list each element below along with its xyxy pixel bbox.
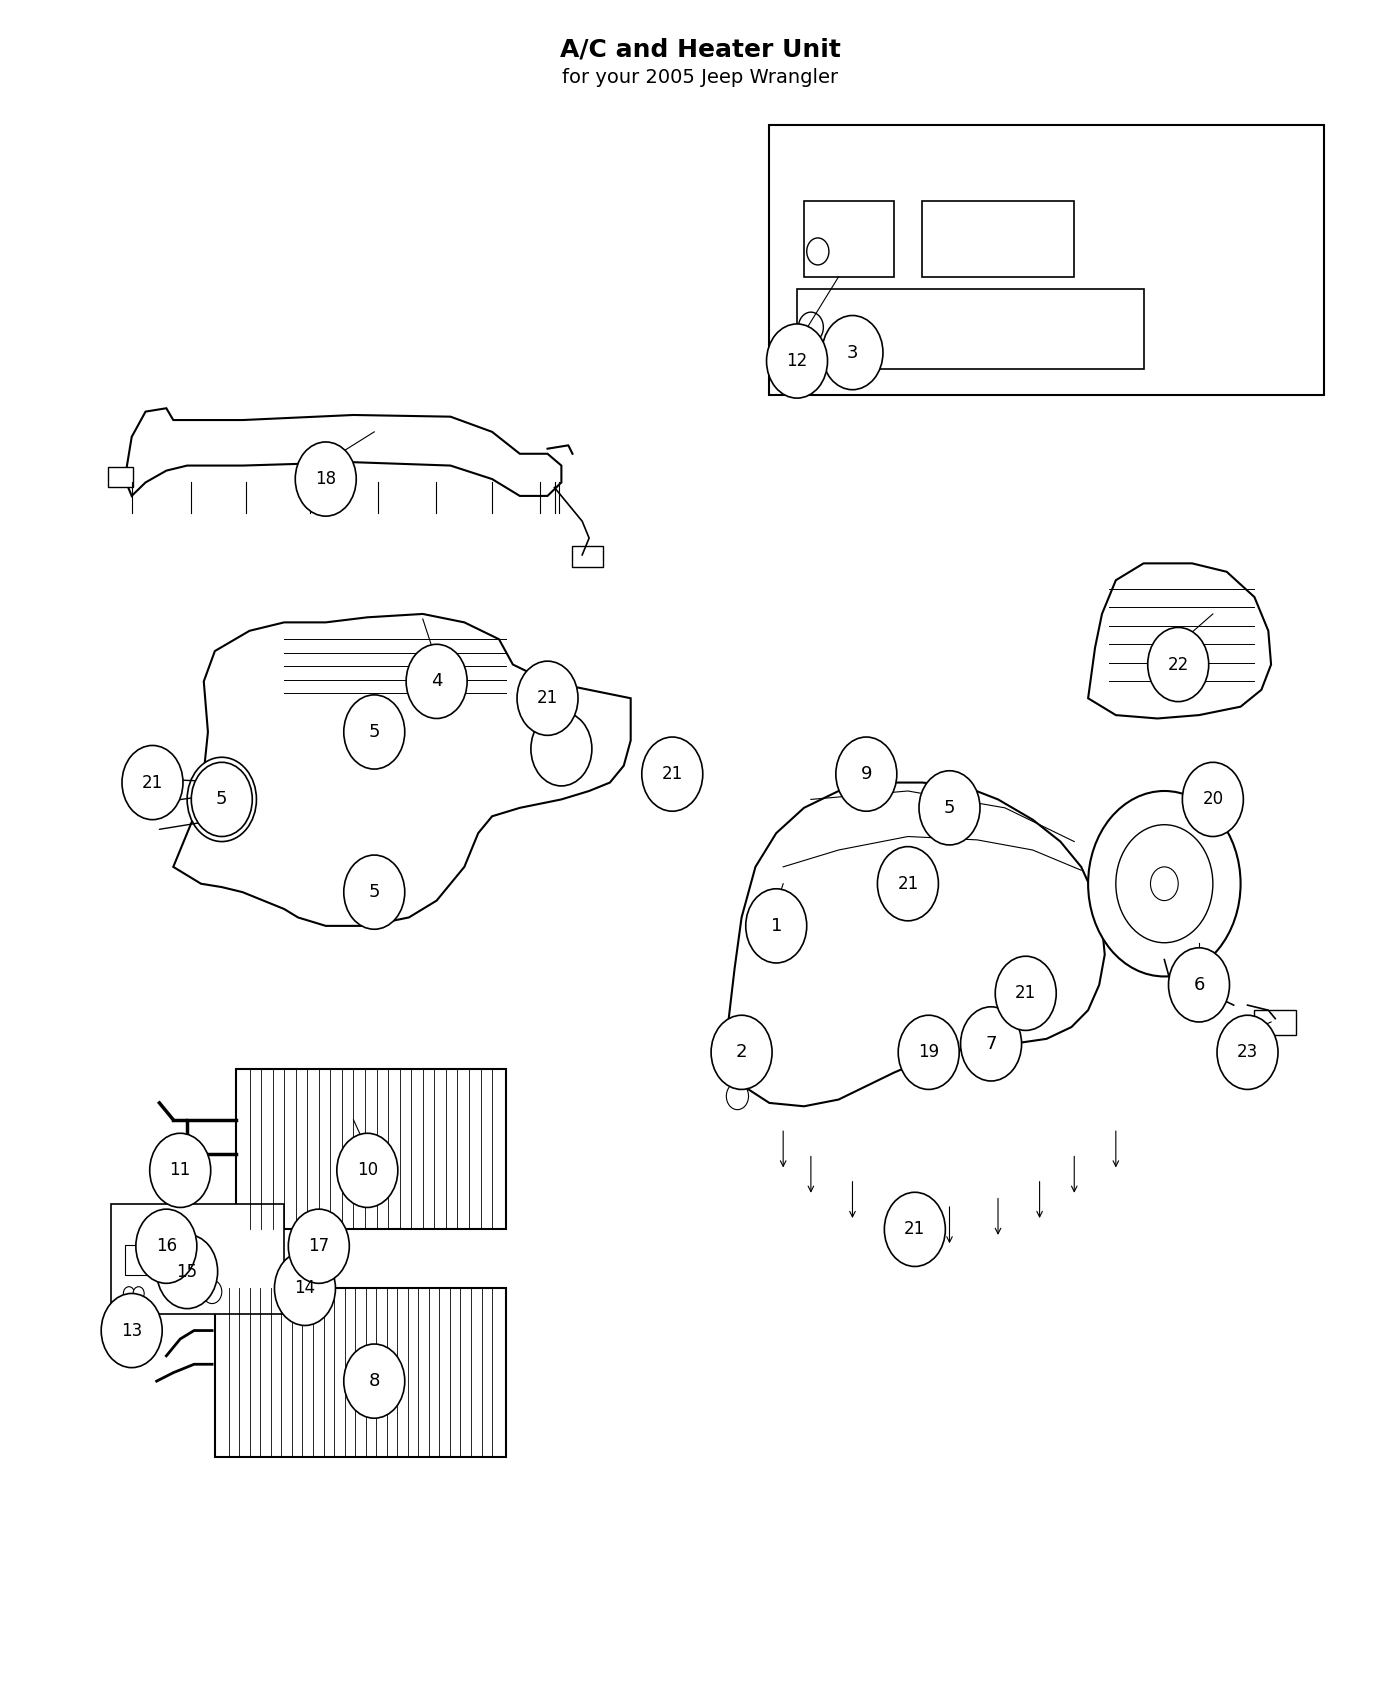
FancyBboxPatch shape (125, 1244, 155, 1275)
FancyBboxPatch shape (214, 1289, 505, 1457)
Circle shape (344, 855, 405, 930)
Circle shape (822, 316, 883, 389)
Text: 14: 14 (294, 1280, 315, 1297)
Text: 21: 21 (904, 1221, 925, 1238)
Text: 22: 22 (1168, 656, 1189, 673)
Circle shape (344, 695, 405, 768)
Text: 10: 10 (357, 1161, 378, 1180)
Circle shape (1088, 790, 1240, 976)
Text: 23: 23 (1236, 1044, 1259, 1061)
Circle shape (122, 746, 183, 819)
Circle shape (899, 1015, 959, 1090)
Text: 6: 6 (1193, 976, 1204, 994)
Text: 3: 3 (847, 343, 858, 362)
Text: for your 2005 Jeep Wrangler: for your 2005 Jeep Wrangler (561, 68, 839, 87)
Circle shape (206, 779, 238, 819)
Text: 21: 21 (538, 688, 559, 707)
Circle shape (853, 760, 881, 794)
Text: 1: 1 (770, 916, 783, 935)
FancyBboxPatch shape (797, 289, 1144, 369)
Text: 15: 15 (176, 1263, 197, 1280)
Text: 11: 11 (169, 1161, 190, 1180)
Circle shape (288, 1209, 350, 1284)
Circle shape (406, 644, 468, 719)
Text: 21: 21 (141, 774, 164, 792)
Circle shape (960, 1023, 994, 1064)
Circle shape (1148, 627, 1208, 702)
Circle shape (344, 1345, 405, 1418)
Circle shape (133, 1287, 144, 1300)
Circle shape (711, 1015, 771, 1090)
Text: 4: 4 (431, 673, 442, 690)
FancyBboxPatch shape (906, 1040, 932, 1061)
FancyBboxPatch shape (770, 126, 1324, 394)
Text: 21: 21 (1015, 984, 1036, 1003)
Circle shape (727, 1083, 749, 1110)
Circle shape (767, 325, 827, 398)
Circle shape (885, 1192, 945, 1266)
Text: 12: 12 (787, 352, 808, 371)
Text: 8: 8 (368, 1372, 379, 1391)
Circle shape (1116, 824, 1212, 944)
FancyBboxPatch shape (235, 1069, 505, 1229)
Circle shape (1217, 1015, 1278, 1090)
Circle shape (798, 313, 823, 342)
Text: 13: 13 (120, 1321, 143, 1340)
FancyBboxPatch shape (108, 468, 133, 488)
Circle shape (295, 442, 356, 517)
Text: 21: 21 (897, 876, 918, 892)
Text: 17: 17 (308, 1238, 329, 1255)
Text: 5: 5 (216, 790, 228, 809)
Circle shape (746, 889, 806, 962)
FancyBboxPatch shape (1254, 1010, 1296, 1035)
Circle shape (1183, 762, 1243, 836)
Circle shape (337, 1134, 398, 1207)
Text: 7: 7 (986, 1035, 997, 1052)
Text: A/C and Heater Unit: A/C and Heater Unit (560, 37, 840, 61)
Circle shape (136, 1209, 197, 1284)
Circle shape (806, 238, 829, 265)
Circle shape (161, 1243, 186, 1273)
Circle shape (531, 712, 592, 785)
Circle shape (1169, 949, 1229, 1022)
FancyBboxPatch shape (804, 201, 895, 277)
Text: 9: 9 (861, 765, 872, 784)
Text: 5: 5 (944, 799, 955, 816)
Circle shape (192, 762, 252, 836)
FancyBboxPatch shape (921, 201, 1074, 277)
Text: 16: 16 (155, 1238, 176, 1255)
Circle shape (878, 847, 938, 921)
FancyBboxPatch shape (111, 1204, 284, 1314)
Circle shape (123, 1287, 134, 1300)
Circle shape (641, 738, 703, 811)
Circle shape (188, 756, 256, 842)
Circle shape (274, 1251, 336, 1326)
Text: 21: 21 (662, 765, 683, 784)
Circle shape (1151, 867, 1179, 901)
Text: 2: 2 (736, 1044, 748, 1061)
Text: 20: 20 (1203, 790, 1224, 809)
Circle shape (960, 1006, 1022, 1081)
Text: 5: 5 (368, 722, 379, 741)
Circle shape (203, 1280, 221, 1304)
Circle shape (101, 1294, 162, 1367)
Text: 19: 19 (918, 1044, 939, 1061)
Circle shape (150, 1134, 211, 1207)
Circle shape (918, 770, 980, 845)
Text: 5: 5 (368, 884, 379, 901)
Text: 18: 18 (315, 471, 336, 488)
Circle shape (517, 661, 578, 736)
FancyBboxPatch shape (573, 546, 603, 566)
Circle shape (995, 955, 1056, 1030)
Circle shape (836, 738, 897, 811)
Circle shape (157, 1234, 217, 1309)
